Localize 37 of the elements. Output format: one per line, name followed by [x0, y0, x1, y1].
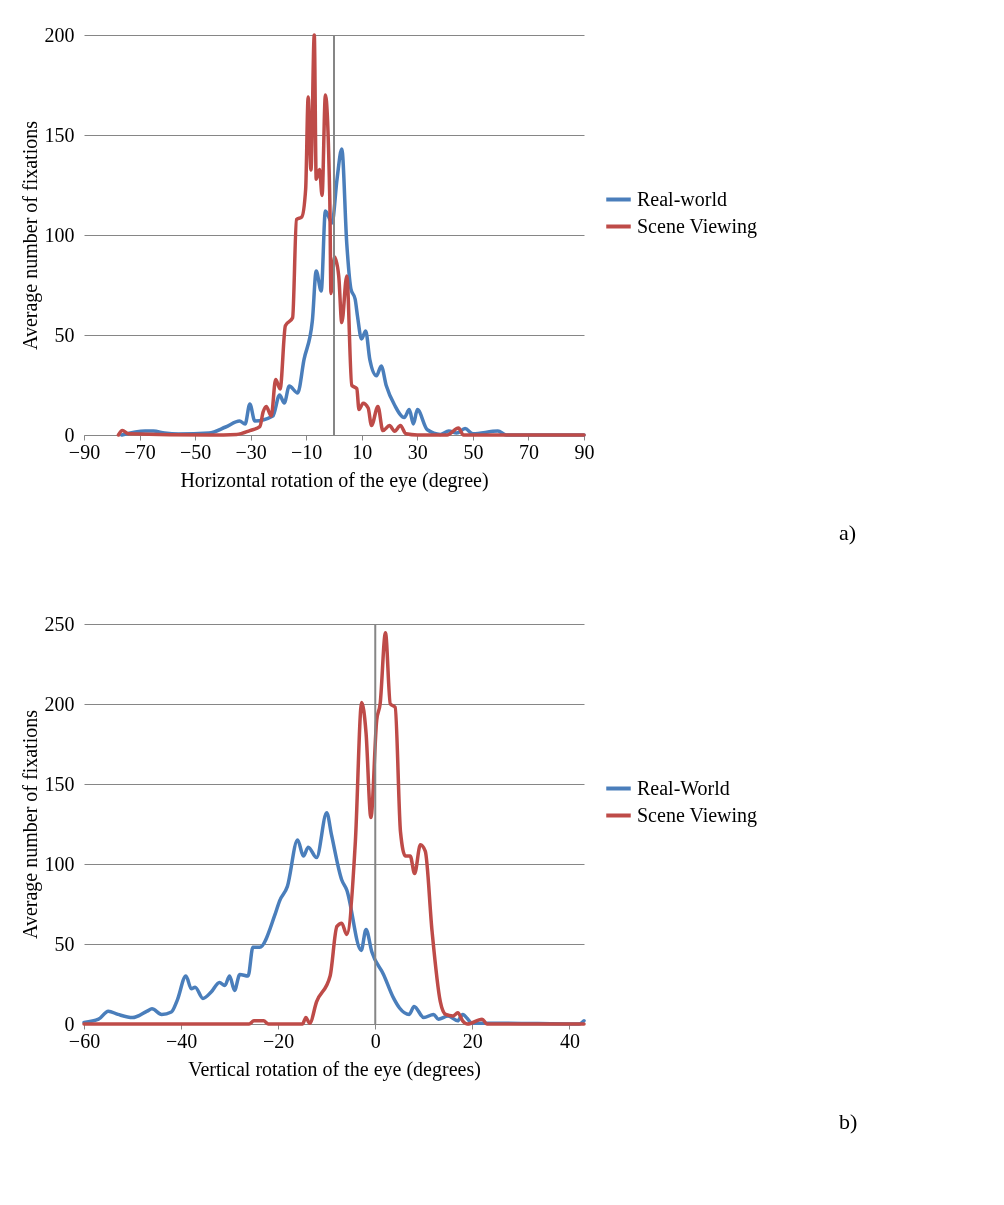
y-tick-label: 150: [44, 123, 75, 146]
line-series: [82, 631, 586, 1026]
y-tick-label: 100: [44, 852, 75, 875]
y-axis-title: Average number of fixations: [18, 120, 42, 350]
legend-label: Real-World: [637, 776, 730, 799]
x-tick-label: 0: [370, 1029, 381, 1052]
x-tick-label: −10: [291, 440, 323, 463]
text: b): [839, 1109, 858, 1134]
legend-label: Real-world: [637, 187, 727, 210]
x-tick-label: 70: [518, 440, 539, 463]
legend-label: Scene Viewing: [637, 214, 758, 238]
y-tick-label: 100: [44, 223, 75, 246]
line-series: [116, 33, 586, 437]
y-tick-label: 250: [44, 612, 75, 635]
x-tick-label: −50: [179, 440, 212, 463]
y-tick-label: 0: [64, 423, 75, 446]
legend-label: Scene Viewing: [637, 803, 758, 827]
x-axis-title: Horizontal rotation of the eye (degree): [180, 468, 489, 492]
x-tick-label: −20: [263, 1029, 295, 1052]
x-tick-label: 30: [407, 440, 428, 463]
x-tick-label: −70: [124, 440, 156, 463]
x-tick-label: 10: [352, 440, 373, 463]
x-tick-label: 20: [462, 1029, 483, 1052]
y-tick-label: 150: [44, 772, 75, 795]
y-tick-label: 200: [44, 692, 75, 715]
y-tick-label: 50: [54, 932, 75, 955]
text: a): [839, 520, 857, 545]
x-tick-label: 40: [559, 1029, 580, 1052]
x-axis-title: Vertical rotation of the eye (degrees): [188, 1057, 481, 1081]
y-axis-title: Average number of fixations: [18, 709, 42, 939]
y-tick-label: 0: [64, 1012, 75, 1035]
y-tick-label: 50: [54, 323, 75, 346]
x-tick-label: 90: [574, 440, 595, 463]
y-tick-label: 200: [44, 23, 75, 46]
x-tick-label: −30: [235, 440, 267, 463]
x-tick-label: 50: [463, 440, 484, 463]
x-tick-label: −40: [165, 1029, 198, 1052]
